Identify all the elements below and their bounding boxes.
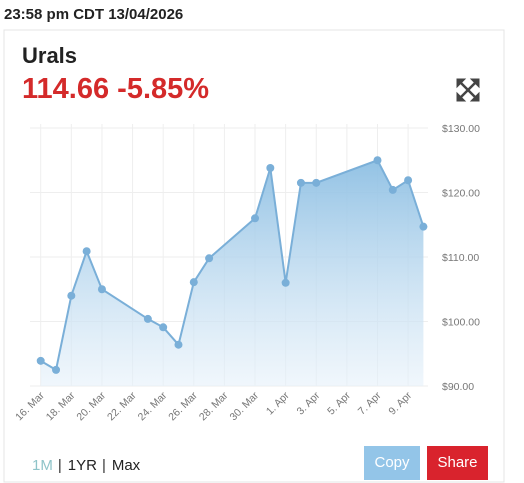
- x-tick-label: 9. Apr: [386, 389, 414, 417]
- share-button-label[interactable]: Share: [437, 454, 477, 471]
- y-tick-label: $130.00: [442, 123, 480, 135]
- area: [40, 160, 424, 386]
- data-point: [189, 278, 198, 287]
- x-tick-label: 1. Apr: [264, 389, 292, 417]
- data-point: [296, 178, 305, 187]
- y-tick-label: $100.00: [442, 317, 480, 329]
- copy-button-label[interactable]: Copy: [374, 454, 410, 471]
- range-option[interactable]: 1YR: [68, 457, 97, 474]
- x-tick-label: 30. Mar: [227, 389, 261, 423]
- data-point: [97, 285, 106, 294]
- x-tick-label: 28. Mar: [197, 389, 231, 423]
- card-border: [3, 29, 505, 483]
- data-point: [404, 176, 413, 185]
- y-tick-label: $90.00: [442, 381, 474, 393]
- data-point: [143, 314, 152, 323]
- range-separator: |: [102, 457, 106, 474]
- expand-icon[interactable]: [456, 78, 480, 102]
- x-tick-label: 26. Mar: [166, 389, 200, 423]
- quote: 114.66 -5.85%: [22, 73, 209, 105]
- data-point: [281, 278, 290, 287]
- x-tick-label: 5. Apr: [325, 389, 353, 417]
- data-point: [373, 156, 382, 165]
- data-point: [251, 214, 260, 223]
- x-tick-label: 16. Mar: [13, 389, 47, 423]
- data-point: [266, 163, 275, 172]
- data-point: [205, 254, 214, 263]
- x-tick-label: 7. Apr: [356, 389, 384, 417]
- data-point: [159, 323, 168, 332]
- x-tick-label: 18. Mar: [44, 389, 78, 423]
- y-tick-label: $110.00: [442, 252, 479, 264]
- range-option[interactable]: Max: [112, 457, 141, 474]
- x-tick-label: 3. Apr: [294, 389, 322, 417]
- x-tick-label: 22. Mar: [105, 389, 139, 423]
- range-option[interactable]: 1M: [32, 457, 53, 474]
- share-button[interactable]: [427, 446, 488, 480]
- x-tick-label: 24. Mar: [136, 389, 170, 423]
- data-point: [52, 365, 61, 374]
- range-separator: |: [58, 457, 62, 474]
- y-tick-label: $120.00: [442, 188, 480, 200]
- data-point: [312, 178, 321, 187]
- data-point: [67, 291, 76, 300]
- instrument-name: Urals: [22, 43, 77, 68]
- copy-button[interactable]: [364, 446, 420, 480]
- timestamp: 23:58 pm CDT 13/04/2026: [4, 6, 183, 23]
- data-point: [174, 340, 183, 349]
- x-tick-label: 20. Mar: [74, 389, 108, 423]
- range-selector: 1M | 1YR | Max: [32, 457, 141, 474]
- data-point: [82, 247, 91, 256]
- data-point: [419, 222, 428, 231]
- data-point: [388, 185, 397, 194]
- data-point: [36, 356, 45, 365]
